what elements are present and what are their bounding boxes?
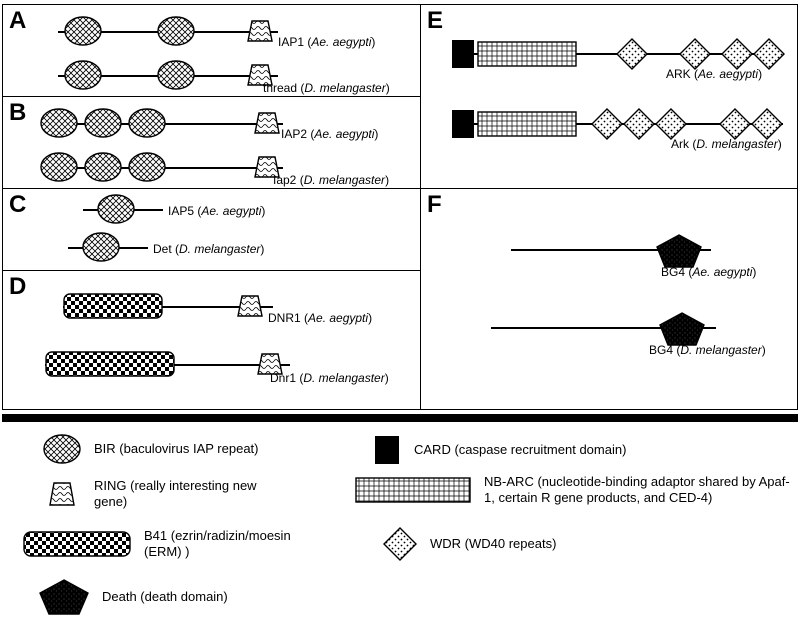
- nbarc-icon: [354, 476, 472, 504]
- ring-domain: [248, 19, 272, 43]
- card-domain: [451, 39, 475, 69]
- ring-domain: [255, 111, 279, 135]
- bir-domain: [85, 109, 121, 137]
- wdr-domain: [751, 108, 783, 140]
- legend-label: BIR (baculovirus IAP repeat): [94, 441, 259, 457]
- wdr-domain: [591, 108, 623, 140]
- protein-label: Det (D. melangaster): [153, 242, 264, 256]
- ring-icon: [42, 479, 82, 509]
- ring-domain: [238, 294, 262, 318]
- protein-label: BG4 (Ae. aegypti): [661, 265, 756, 279]
- legend-nbarc: NB-ARC (nucleotide-binding adaptor share…: [354, 474, 794, 505]
- legend-wdr: WDR (WD40 repeats): [382, 526, 556, 562]
- legend-label: NB-ARC (nucleotide-binding adaptor share…: [484, 474, 794, 505]
- bir-domain: [65, 61, 101, 89]
- bir-icon: [42, 434, 82, 464]
- figure: A IAP1 (Ae. aegypti) thread (D. melangas…: [0, 0, 800, 636]
- death-domain: [656, 234, 702, 268]
- legend-bir: BIR (baculovirus IAP repeat): [42, 434, 259, 464]
- protein-label: IAP5 (Ae. aegypti): [168, 204, 265, 218]
- legend-label: Death (death domain): [102, 589, 228, 605]
- right-column: E ARK (Ae. aegypti): [421, 5, 797, 409]
- bir-domain: [158, 61, 194, 89]
- legend-death: Death (death domain): [38, 578, 228, 616]
- panel-e: E ARK (Ae. aegypti): [421, 5, 797, 189]
- protein-label: IAP1 (Ae. aegypti): [278, 35, 375, 49]
- protein-label: Ark (D. melangaster): [671, 137, 782, 151]
- wdr-icon: [382, 526, 418, 562]
- legend-divider: [2, 414, 798, 422]
- protein-label: ARK (Ae. aegypti): [666, 67, 762, 81]
- death-domain: [659, 312, 705, 346]
- protein-label: Iap2 (D. melangaster): [273, 173, 389, 187]
- wdr-domain: [753, 38, 785, 70]
- bir-domain: [98, 195, 134, 223]
- bir-domain: [65, 17, 101, 45]
- panel-letter: F: [427, 191, 442, 219]
- legend-card: CARD (caspase recruitment domain): [372, 434, 626, 466]
- wdr-domain: [655, 108, 687, 140]
- protein-label: BG4 (D. melangaster): [649, 343, 766, 357]
- bir-domain: [129, 109, 165, 137]
- protein-label: DNR1 (Ae. aegypti): [268, 311, 372, 325]
- b41-icon: [22, 529, 132, 559]
- nbarc-domain: [477, 111, 577, 137]
- left-column: A IAP1 (Ae. aegypti) thread (D. melangas…: [3, 5, 421, 409]
- bir-domain: [85, 153, 121, 181]
- panel-c: C IAP5 (Ae. aegypti) Det (D. melangaster…: [3, 189, 420, 271]
- panel-d: D DNR1 (Ae. aegypti) Dnr1 (D. melangaste…: [3, 271, 420, 407]
- bir-domain: [41, 153, 77, 181]
- legend-label: RING (really interesting new gene): [94, 478, 284, 509]
- panel-a: A IAP1 (Ae. aegypti) thread (D. melangas…: [3, 5, 420, 97]
- legend-label: CARD (caspase recruitment domain): [414, 442, 626, 458]
- bir-domain: [83, 233, 119, 261]
- bir-domain: [41, 109, 77, 137]
- legend: BIR (baculovirus IAP repeat) RING (reall…: [2, 428, 798, 628]
- protein-label: thread (D. melangaster): [263, 81, 390, 95]
- wdr-domain: [719, 108, 751, 140]
- b41-domain: [45, 351, 175, 377]
- wdr-domain: [616, 38, 648, 70]
- protein-label: IAP2 (Ae. aegypti): [281, 127, 378, 141]
- wdr-domain: [623, 108, 655, 140]
- card-domain: [451, 109, 475, 139]
- legend-b41: B41 (ezrin/radizin/moesin (ERM) ): [22, 528, 324, 559]
- bir-domain: [129, 153, 165, 181]
- panel-grid: A IAP1 (Ae. aegypti) thread (D. melangas…: [2, 4, 798, 410]
- b41-domain: [63, 293, 163, 319]
- legend-label: B41 (ezrin/radizin/moesin (ERM) ): [144, 528, 324, 559]
- wdr-domain: [721, 38, 753, 70]
- panel-f: F BG4 (Ae. aegypti) BG4 (D. melangaster): [421, 189, 797, 409]
- bir-domain: [158, 17, 194, 45]
- protein-label: Dnr1 (D. melangaster): [270, 371, 389, 385]
- legend-ring: RING (really interesting new gene): [42, 478, 284, 509]
- card-icon: [372, 434, 402, 466]
- nbarc-domain: [477, 41, 577, 67]
- wdr-domain: [679, 38, 711, 70]
- panel-b: B IAP2 (Ae. aegypti) Iap2 (D. melangaste…: [3, 97, 420, 189]
- death-icon: [38, 578, 90, 616]
- legend-label: WDR (WD40 repeats): [430, 536, 556, 552]
